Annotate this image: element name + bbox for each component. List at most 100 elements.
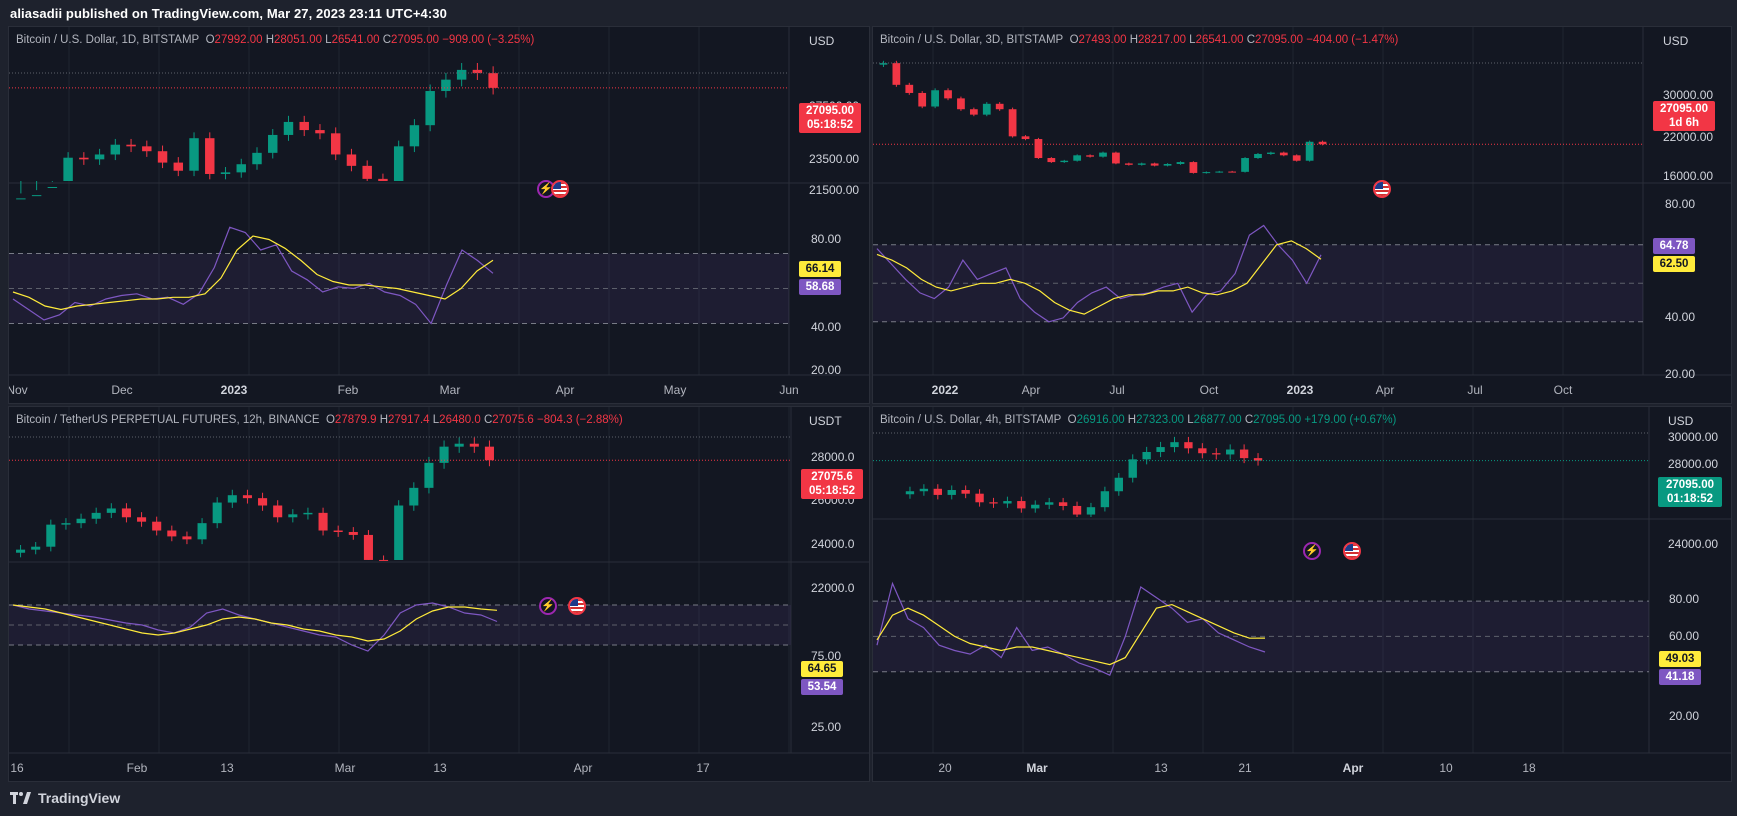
candle-body bbox=[1137, 163, 1146, 165]
candle-body bbox=[79, 157, 89, 160]
time-tick: Apr bbox=[1021, 383, 1041, 397]
price-axis-label: 30000.00 bbox=[1668, 430, 1719, 444]
time-tick: May bbox=[663, 383, 687, 397]
rsi-axis-label: 20.00 bbox=[1669, 709, 1700, 723]
rsi-axis-label: 75.00 bbox=[811, 649, 842, 663]
candle-body bbox=[1142, 451, 1151, 460]
candle-body bbox=[137, 517, 147, 522]
candle-body bbox=[1034, 139, 1043, 159]
chart-panel-1[interactable]: Bitcoin / U.S. Dollar, 1D, BITSTAMP O279… bbox=[8, 26, 870, 404]
rsi-value-tag: 53.54 bbox=[801, 679, 843, 695]
candle-body bbox=[919, 488, 929, 492]
chart-canvas[interactable] bbox=[9, 27, 869, 403]
candle-body bbox=[1241, 158, 1249, 172]
candle-body bbox=[363, 534, 373, 560]
candle-body bbox=[379, 559, 389, 561]
price-axis-label: 30000.00 bbox=[1663, 88, 1714, 102]
candle-body bbox=[330, 133, 341, 155]
candle-body bbox=[1112, 152, 1120, 164]
rsi-value-tag: 58.68 bbox=[799, 279, 841, 295]
candle-body bbox=[1031, 504, 1040, 509]
candle-body bbox=[488, 73, 498, 88]
chart-canvas[interactable] bbox=[9, 407, 869, 781]
candle-body bbox=[1228, 171, 1237, 173]
time-tick: Oct bbox=[1199, 383, 1219, 397]
time-tick: 16 bbox=[10, 761, 24, 775]
time-tick: Mar bbox=[334, 761, 356, 775]
price-axis-label: 16000.00 bbox=[1663, 169, 1714, 183]
price-axis-label: 28000.00 bbox=[1668, 457, 1719, 471]
candle-body bbox=[425, 91, 435, 126]
time-tick: Dec bbox=[111, 383, 133, 397]
candle-body bbox=[1003, 501, 1012, 504]
candle-body bbox=[220, 172, 231, 174]
chart-canvas[interactable] bbox=[873, 27, 1731, 403]
candle-body bbox=[1072, 505, 1082, 515]
candle-body bbox=[1047, 158, 1056, 163]
lightning-icon[interactable]: ⚡ bbox=[1303, 542, 1321, 560]
ohlc-legend: Bitcoin / TetherUS PERPETUAL FUTURES, 12… bbox=[16, 414, 623, 426]
us-flag-icon[interactable] bbox=[1343, 542, 1361, 560]
candle-body bbox=[346, 154, 357, 166]
candle-body bbox=[409, 125, 420, 147]
candle-body bbox=[16, 198, 26, 200]
us-flag-icon[interactable] bbox=[568, 597, 586, 615]
candle-body bbox=[975, 493, 984, 503]
time-tick: Jun bbox=[779, 383, 799, 397]
chart-panel-2[interactable]: Bitcoin / U.S. Dollar, 3D, BITSTAMP O274… bbox=[872, 26, 1732, 404]
candle-body bbox=[1163, 163, 1172, 166]
publisher-line: aliasadii published on TradingView.com, … bbox=[10, 6, 447, 21]
candle-body bbox=[362, 165, 372, 179]
tradingview-brand[interactable]: TradingView bbox=[10, 790, 120, 806]
candle-body bbox=[879, 63, 888, 65]
candle-body bbox=[1318, 141, 1327, 145]
candle-body bbox=[157, 151, 168, 163]
chart-canvas[interactable] bbox=[873, 407, 1731, 781]
us-flag-icon[interactable] bbox=[551, 180, 569, 198]
candle-body bbox=[1184, 442, 1193, 449]
rsi-ma-tag: 64.65 bbox=[801, 661, 843, 677]
price-axis-label: 24000.00 bbox=[1668, 537, 1719, 551]
chart-panel-3[interactable]: Bitcoin / TetherUS PERPETUAL FUTURES, 12… bbox=[8, 406, 870, 782]
candle-body bbox=[16, 549, 26, 553]
currency-label: USDT bbox=[809, 414, 842, 428]
candle-body bbox=[268, 134, 278, 153]
candle-body bbox=[182, 536, 192, 540]
candle-body bbox=[1212, 453, 1221, 455]
candle-body bbox=[1176, 162, 1185, 164]
candle-body bbox=[106, 508, 116, 513]
candle-body bbox=[1226, 449, 1235, 455]
candle-body bbox=[333, 530, 343, 532]
candle-body bbox=[1021, 136, 1030, 140]
candle-body bbox=[957, 98, 965, 110]
chart-panel-4[interactable]: Bitcoin / U.S. Dollar, 4h, BITSTAMP O269… bbox=[872, 406, 1732, 782]
candle-body bbox=[918, 92, 927, 107]
candle-body bbox=[47, 187, 58, 188]
candle-body bbox=[227, 495, 237, 503]
candle-body bbox=[1292, 155, 1301, 161]
time-tick: Jul bbox=[1467, 383, 1483, 397]
candle-body bbox=[1058, 502, 1068, 506]
candle-body bbox=[931, 90, 939, 107]
candle-body bbox=[315, 130, 325, 134]
candle-body bbox=[173, 162, 184, 171]
candle-body bbox=[283, 121, 294, 135]
candle-body bbox=[273, 505, 283, 518]
time-tick: Nov bbox=[8, 383, 28, 397]
rsi-ma-tag: 49.03 bbox=[1659, 651, 1701, 667]
time-tick: 2023 bbox=[1286, 383, 1314, 397]
candle-body bbox=[236, 164, 246, 173]
rsi-ma-tag: 66.14 bbox=[799, 261, 841, 277]
last-price-tag: 27075.6 05:18:52 bbox=[801, 469, 863, 499]
time-tick: Feb bbox=[337, 383, 359, 397]
time-tick: 20 bbox=[938, 761, 952, 775]
rsi-axis-label: 25.00 bbox=[811, 720, 842, 734]
us-flag-icon[interactable] bbox=[1373, 180, 1391, 198]
ohlc-legend: Bitcoin / U.S. Dollar, 1D, BITSTAMP O279… bbox=[16, 34, 535, 46]
candle-body bbox=[126, 144, 136, 147]
candle-body bbox=[409, 487, 419, 506]
lightning-icon[interactable]: ⚡ bbox=[539, 597, 557, 615]
time-tick: 17 bbox=[696, 761, 710, 775]
candle-body bbox=[1279, 152, 1288, 156]
candle-body bbox=[1267, 152, 1275, 154]
